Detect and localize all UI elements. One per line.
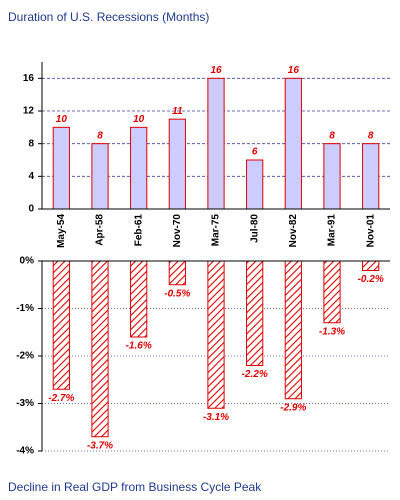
bar [207, 77, 225, 210]
y-tick-label: -2% [16, 351, 34, 362]
y-tick-label: 12 [23, 106, 35, 117]
data-label: -3.7% [87, 440, 113, 451]
bar [284, 260, 302, 400]
x-tick-label: Nov-82 [288, 214, 299, 248]
data-label: -0.5% [164, 288, 190, 299]
y-tick-label: 8 [28, 138, 34, 149]
data-label: -1.3% [319, 326, 345, 337]
y-tick-label: 4 [28, 171, 34, 182]
data-label: -2.2% [242, 369, 268, 380]
data-label: 10 [56, 114, 68, 125]
x-tick-label: Nov-70 [172, 214, 183, 248]
y-tick-label: -1% [16, 303, 34, 314]
bar [52, 260, 70, 390]
x-tick-label: Apr-58 [95, 214, 106, 246]
bar [246, 159, 264, 210]
data-label: 11 [172, 106, 183, 117]
bar [130, 260, 148, 338]
bar [362, 143, 380, 210]
bar [168, 118, 186, 210]
data-label: -2.7% [48, 393, 74, 404]
bar [284, 77, 302, 210]
bar [207, 260, 225, 409]
y-tick-label: -3% [16, 398, 34, 409]
data-label: 6 [252, 147, 258, 158]
y-tick-label: 0% [20, 256, 35, 267]
data-label: -3.1% [203, 412, 229, 423]
y-tick-label: 0 [28, 204, 34, 215]
bar [323, 260, 341, 324]
data-label: 16 [210, 65, 222, 76]
x-tick-label: Mar-75 [211, 214, 222, 247]
x-tick-label: Feb-61 [133, 214, 144, 247]
y-tick-label: 16 [23, 73, 35, 84]
bar [323, 143, 341, 210]
chart-title: Decline in Real GDP from Business Cycle … [8, 480, 262, 494]
data-label: -0.2% [358, 274, 384, 285]
bar [130, 126, 148, 210]
bar [362, 260, 380, 271]
bar [91, 143, 109, 210]
y-tick-label: -4% [16, 446, 34, 457]
data-label: 8 [97, 130, 103, 141]
data-label: 8 [368, 130, 374, 141]
data-label: 8 [329, 130, 335, 141]
x-tick-label: Mar-91 [327, 214, 338, 247]
x-tick-label: May-54 [56, 214, 67, 248]
bar [91, 260, 109, 438]
bar [168, 260, 186, 286]
x-tick-label: Jul-80 [249, 214, 260, 243]
bar [246, 260, 264, 366]
data-label: 10 [133, 114, 145, 125]
x-tick-label: Nov-01 [365, 214, 376, 248]
data-label: -1.6% [126, 341, 152, 352]
data-label: -2.9% [280, 402, 306, 413]
data-label: 16 [288, 65, 300, 76]
bar [52, 126, 70, 210]
chart-title: Duration of U.S. Recessions (Months) [8, 10, 209, 24]
